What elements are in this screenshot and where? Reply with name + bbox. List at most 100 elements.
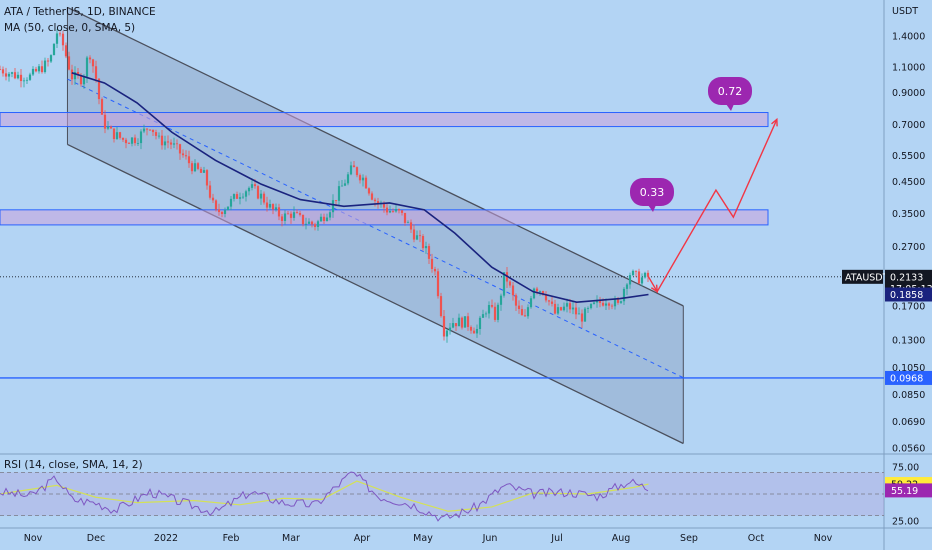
- price-tick-label: 0.0560: [892, 444, 925, 455]
- candle-down: [409, 219, 413, 234]
- candle-body: [430, 258, 434, 269]
- candle-body: [157, 135, 161, 137]
- candle-up: [415, 230, 419, 241]
- candle-up: [346, 171, 350, 186]
- candle-up: [307, 218, 311, 225]
- candle-down: [358, 173, 362, 184]
- price-tick-label: 0.4500: [892, 177, 925, 188]
- candle-down: [550, 295, 554, 307]
- candle-up: [463, 316, 467, 328]
- candle-up: [229, 195, 233, 211]
- candle-body: [136, 143, 140, 144]
- candle-body: [184, 155, 188, 157]
- candle-up: [499, 293, 503, 311]
- candle-down: [490, 299, 494, 309]
- candle-body: [550, 301, 554, 304]
- candle-up: [157, 132, 161, 139]
- candle-body: [25, 79, 29, 81]
- candle-down: [295, 209, 299, 214]
- channel-lower-line: [67, 143, 684, 445]
- candle-down: [553, 299, 557, 315]
- candle-down: [400, 210, 404, 216]
- candle-body: [271, 204, 275, 210]
- candle-down: [472, 327, 476, 334]
- candle-down: [13, 67, 17, 80]
- candle-body: [337, 186, 341, 201]
- candle-body: [232, 194, 236, 199]
- candle-body: [499, 295, 503, 305]
- candle-body: [127, 143, 131, 144]
- candle-body: [34, 68, 38, 72]
- candle-down: [211, 193, 215, 203]
- candle-body: [214, 200, 218, 210]
- candle-down: [373, 197, 377, 207]
- rsi-tag-value: 55.19: [891, 486, 918, 497]
- candle-up: [283, 210, 287, 225]
- candle-body: [91, 59, 95, 67]
- candle-body: [520, 309, 524, 316]
- candle-down: [220, 211, 224, 218]
- candle-body: [163, 141, 167, 146]
- candle-up: [340, 179, 344, 187]
- candle-down: [154, 129, 158, 140]
- candle-up: [394, 204, 398, 213]
- candle-body: [490, 305, 494, 307]
- candle-up: [106, 121, 110, 131]
- candle-body: [625, 284, 629, 289]
- candle-body: [559, 307, 563, 311]
- ma-indicator-title[interactable]: MA (50, close, 0, SMA, 5): [4, 22, 136, 34]
- candle-body: [460, 317, 464, 328]
- candle-up: [526, 304, 530, 319]
- candle-down: [64, 42, 68, 59]
- candle-up: [619, 300, 623, 305]
- candle-down: [160, 130, 164, 150]
- candle-up: [316, 219, 320, 231]
- candle-down: [178, 143, 182, 160]
- candle-up: [328, 210, 332, 221]
- candle-down: [109, 125, 113, 129]
- candle-body: [385, 207, 389, 213]
- candle-down: [256, 184, 260, 200]
- time-tick-label: Aug: [612, 533, 631, 544]
- candle-body: [286, 213, 290, 215]
- candle-down: [46, 58, 50, 67]
- candle-down: [214, 199, 218, 212]
- candle-down: [217, 203, 221, 216]
- price-tick-label: 0.0850: [892, 390, 925, 401]
- candle-body: [7, 73, 11, 77]
- candle-body: [409, 222, 413, 230]
- candle-body: [319, 216, 323, 222]
- candle-body: [241, 196, 245, 198]
- candle-up: [331, 194, 335, 218]
- candle-up: [643, 271, 647, 279]
- candle-body: [583, 308, 587, 322]
- candle-down: [67, 51, 71, 71]
- candle-body: [466, 316, 470, 327]
- candle-body: [646, 272, 650, 277]
- candles: [0, 29, 650, 343]
- candle-body: [508, 281, 512, 286]
- candle-up: [361, 174, 365, 187]
- support-value-tag: 0.0968: [885, 370, 932, 385]
- candle-up: [43, 57, 47, 74]
- candle-body: [481, 314, 485, 318]
- candle-down: [514, 293, 518, 311]
- candle-down: [205, 168, 209, 190]
- candle-body: [130, 137, 134, 144]
- candle-body: [433, 268, 437, 272]
- projection-path: [647, 119, 778, 294]
- candle-body: [451, 323, 455, 328]
- rsi-indicator-title[interactable]: RSI (14, close, SMA, 14, 2): [4, 459, 143, 471]
- candle-body: [556, 307, 560, 314]
- candle-body: [358, 175, 362, 181]
- candle-body: [109, 126, 113, 129]
- candle-up: [586, 306, 590, 313]
- symbol-title[interactable]: ATA / TetherUS, 1D, BINANCE: [4, 6, 156, 18]
- candle-up: [337, 180, 341, 206]
- candle-body: [124, 139, 128, 144]
- candle-down: [511, 281, 515, 301]
- candle-up: [130, 137, 134, 147]
- candle-down: [19, 68, 23, 88]
- candle-body: [277, 207, 281, 217]
